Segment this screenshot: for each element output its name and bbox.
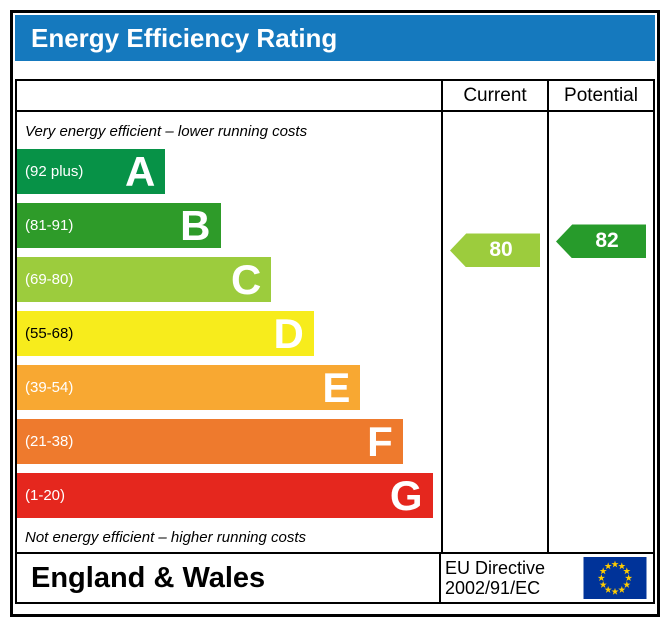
band-range-label: (1-20) xyxy=(25,487,66,505)
band-bar-g: (1-20) G xyxy=(17,471,433,519)
band-range-label: (69-80) xyxy=(25,271,74,289)
band-bar-d: (55-68) D xyxy=(17,309,314,357)
header-potential: Potential xyxy=(547,81,653,111)
table-footer: England & Wales EU Directive 2002/91/EC xyxy=(17,552,653,602)
rating-table: Current Potential Very energy efficient … xyxy=(15,79,655,604)
band-letter: G xyxy=(389,471,423,519)
chart-title-bar: Energy Efficiency Rating xyxy=(15,15,655,61)
band-row-c: (69-80) C xyxy=(17,257,441,308)
eu-directive-label: EU Directive 2002/91/EC xyxy=(445,558,545,598)
potential-rating-arrow: 82 xyxy=(556,224,646,259)
band-range-label: (39-54) xyxy=(25,379,74,397)
band-row-e: (39-54) E xyxy=(17,365,441,416)
potential-rating-value: 82 xyxy=(595,229,619,253)
current-rating-arrow: 80 xyxy=(450,233,540,268)
table-header: Current Potential xyxy=(17,81,653,113)
band-row-f: (21-38) F xyxy=(17,419,441,470)
band-letter: F xyxy=(367,417,393,465)
band-bar-a: (92 plus) A xyxy=(17,147,166,195)
potential-column: 82 xyxy=(547,112,653,553)
band-letter: C xyxy=(231,255,262,303)
band-row-a: (92 plus) A xyxy=(17,149,441,200)
band-letter: E xyxy=(322,363,351,411)
band-range-label: (21-38) xyxy=(25,433,74,451)
band-letter: B xyxy=(180,201,211,249)
directive-cell: EU Directive 2002/91/EC xyxy=(439,554,653,602)
bottom-note: Not energy efficient – higher running co… xyxy=(25,529,306,547)
region-label: England & Wales xyxy=(31,561,266,594)
band-letter: D xyxy=(273,309,304,357)
epc-chart: Energy Efficiency Rating Current Potenti… xyxy=(10,10,660,617)
current-rating-value: 80 xyxy=(489,238,513,262)
band-range-label: (81-91) xyxy=(25,217,74,235)
header-current: Current xyxy=(441,81,547,111)
band-bar-b: (81-91) B xyxy=(17,201,221,249)
band-row-b: (81-91) B xyxy=(17,203,441,254)
band-range-label: (55-68) xyxy=(25,325,74,343)
band-row-d: (55-68) D xyxy=(17,311,441,362)
band-row-g: (1-20) G xyxy=(17,473,441,524)
header-spacer xyxy=(17,81,441,110)
band-range-label: (92 plus) xyxy=(25,163,84,181)
top-note: Very energy efficient – lower running co… xyxy=(25,123,308,141)
band-bar-c: (69-80) C xyxy=(17,255,272,303)
band-bar-e: (39-54) E xyxy=(17,363,361,411)
current-column: 80 xyxy=(441,112,547,553)
eu-directive-line1: EU Directive xyxy=(445,558,546,579)
band-bar-f: (21-38) F xyxy=(17,417,403,465)
table-body: Very energy efficient – lower running co… xyxy=(17,112,653,553)
chart-title: Energy Efficiency Rating xyxy=(31,23,338,53)
eu-flag-icon xyxy=(583,557,647,600)
band-letter: A xyxy=(125,147,156,195)
bands-area: Very energy efficient – lower running co… xyxy=(17,112,441,552)
bands: (92 plus) A (81-91) B (69-80) C (55-68) D (39-54… xyxy=(17,146,441,524)
eu-directive-line2: 2002/91/EC xyxy=(445,578,541,599)
